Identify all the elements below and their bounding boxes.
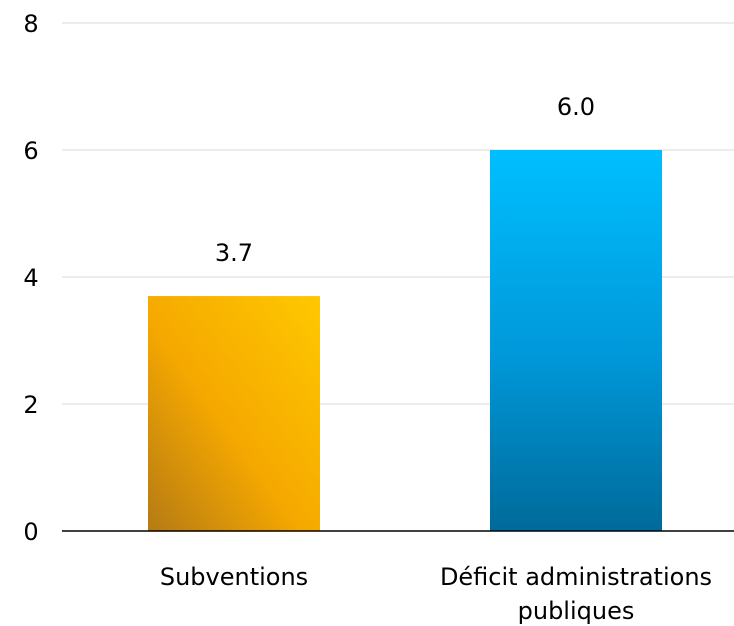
bar-1 <box>148 296 320 531</box>
bar-2 <box>490 150 662 531</box>
y-tick-label-8: 8 <box>23 10 38 38</box>
y-tick-label-6: 6 <box>23 137 38 165</box>
y-tick-label-4: 4 <box>23 264 38 292</box>
y-axis-tick-labels: 0 2 4 6 8 <box>23 10 38 546</box>
y-tick-label-2: 2 <box>23 391 38 419</box>
bars <box>148 150 662 531</box>
data-label-1: 3.7 <box>215 239 253 267</box>
y-tick-label-0: 0 <box>23 518 38 546</box>
category-label-1: Subventions <box>160 563 308 591</box>
data-labels: 3.7 6.0 <box>215 93 595 267</box>
data-label-2: 6.0 <box>557 93 595 121</box>
x-axis-category-labels: Subventions Déficit administrations publiq… <box>160 563 712 625</box>
category-label-2: Déficit administrations publiques <box>440 563 712 625</box>
